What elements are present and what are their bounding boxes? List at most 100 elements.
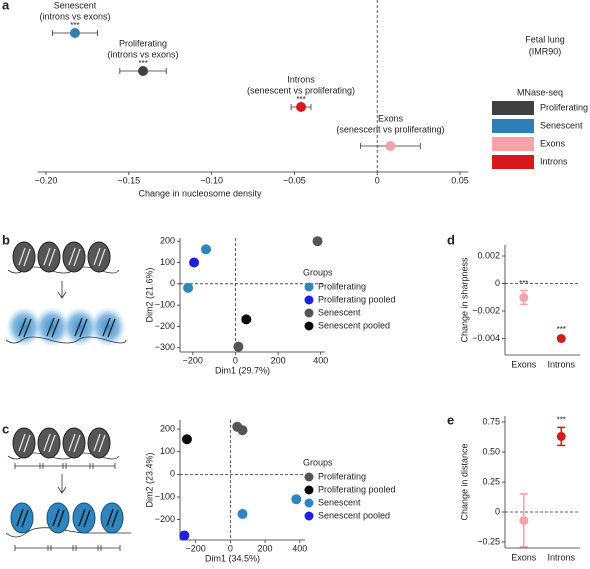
point [237,425,248,436]
point [183,282,194,293]
panel-letter: d [447,232,455,247]
y-tick-label: −0.004 [472,333,500,343]
legend-marker [304,308,314,318]
x-tick-label: 0 [233,355,238,365]
y-tick-label: 0 [170,278,175,288]
y-tick-label: −100 [155,299,175,309]
legend-label: Proliferating pooled [318,484,396,494]
y-axis-label: Change in sharpness [459,257,469,343]
y-tick-label: 0.75 [482,416,500,426]
x-tick-label: −0.05 [283,175,306,185]
point [556,431,566,441]
legend-marker [304,498,314,508]
y-tick-label: 0 [495,278,500,288]
nucleosome-cartoon-b [5,241,127,347]
legend-label: Introns [540,156,568,166]
point [312,236,323,247]
legend-marker [304,485,314,495]
legend-label: Proliferating [540,102,588,112]
significance: *** [557,325,566,334]
y-tick-label: −100 [155,491,175,501]
significance: *** [519,279,528,288]
point [556,334,566,343]
point [69,28,80,38]
x-tick-label: 0 [228,543,233,553]
point [179,530,190,541]
point [233,341,244,352]
x-tick-label: Exons [511,552,537,562]
legend-swatch [492,137,534,151]
x-tick-label: 200 [271,355,286,365]
legend-label: Senescent [318,497,361,507]
y-tick-label: −0.002 [472,305,500,315]
y-tick-label: 200 [160,236,175,246]
legend-label: Proliferating [318,281,366,291]
x-tick-label: Introns [547,552,575,562]
x-tick-label: Introns [547,359,575,369]
x-tick-label: −0.15 [117,175,140,185]
point [296,102,307,112]
nucleosome-cartoon-c [5,427,132,551]
point [201,244,212,255]
legend-label: Senescent [540,120,583,130]
y-tick-label: 0 [495,506,500,516]
y-tick-label: −200 [155,514,175,524]
panel-letter: a [2,0,10,12]
legend-swatch [492,155,534,169]
legend-title: Groups [303,267,333,277]
legend-marker [304,472,314,482]
point-label: (introns vs exons) [39,11,110,21]
point [241,314,252,325]
x-tick-label: −200 [185,543,205,553]
point-label: (senescent vs proliferating) [247,85,355,95]
y-tick-label: 0.002 [477,250,500,260]
point [138,66,149,76]
point [291,494,302,505]
legend-title: Groups [303,457,333,467]
legend-marker [304,511,314,521]
point [237,508,248,519]
significance: *** [138,59,147,68]
y-tick-label: 0.25 [482,476,500,486]
x-tick-label: 400 [292,543,307,553]
panel-letter: c [2,421,9,436]
legend-marker [304,295,314,305]
x-tick-label: 0 [375,175,380,185]
y-tick-label: 0.50 [482,446,500,456]
legend-title: MNase-seq [517,87,563,97]
legend-swatch [492,101,534,115]
legend-swatch [492,119,534,133]
x-tick-label: Exons [511,359,537,369]
legend-label: Senescent pooled [318,320,390,330]
x-tick-label: −0.10 [200,175,223,185]
significance: *** [557,416,566,425]
panel-letter: b [2,232,10,247]
note: (IMR90) [529,46,562,56]
y-tick-label: −0.25 [477,536,500,546]
x-axis-label: Dim1 (29.7%) [215,365,270,375]
y-tick-label: −300 [155,342,175,352]
point-label: (senescent vs proliferating) [336,124,444,134]
x-tick-label: −200 [183,355,203,365]
x-tick-label: 0.05 [451,175,469,185]
y-tick-label: 100 [160,257,175,267]
point-label: Senescent [54,0,97,10]
point [181,434,192,445]
panel-letter: e [447,412,454,427]
legend-label: Exons [540,138,566,148]
y-axis-label: Change in distance [459,443,469,520]
x-tick-label: −0.20 [35,175,58,185]
point-label: (introns vs exons) [108,49,179,59]
point [519,515,529,525]
legend-label: Senescent pooled [318,510,390,520]
y-tick-label: 0 [170,469,175,479]
y-tick-label: 200 [160,423,175,433]
legend-label: Senescent [318,307,361,317]
y-tick-label: −200 [155,321,175,331]
x-axis-label: Change in nucleosome density [138,188,262,198]
y-axis-label: Dim2 (23.4%) [144,452,154,507]
legend-marker [304,282,314,292]
note: Fetal lung [525,34,565,44]
x-tick-label: 200 [258,543,273,553]
